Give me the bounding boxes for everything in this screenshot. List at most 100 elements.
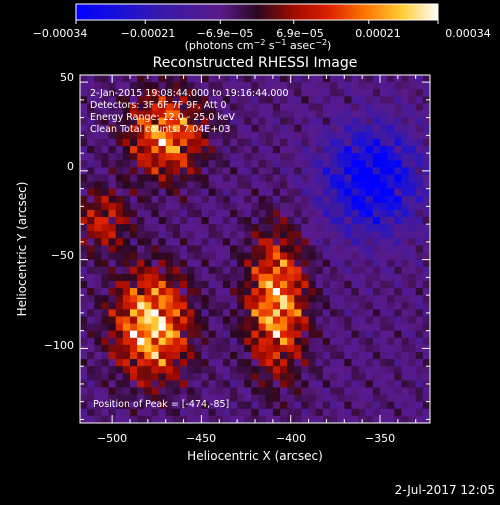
heatmap-cell [230, 131, 238, 140]
heatmap-cell [230, 380, 238, 389]
heatmap-cell [151, 82, 160, 90]
heatmap-cell [358, 373, 367, 381]
heatmap-cell [101, 202, 110, 211]
heatmap-cell [387, 75, 395, 83]
heatmap-cell [358, 167, 367, 176]
heatmap-cell [87, 302, 95, 310]
heatmap-cell [365, 330, 374, 339]
heatmap-cell [344, 387, 353, 396]
heatmap-cell [308, 217, 317, 225]
heatmap-cell [101, 110, 110, 119]
heatmap-cell [101, 131, 110, 140]
heatmap-cell [258, 217, 267, 225]
heatmap-cell [165, 89, 174, 97]
heatmap-cell [287, 351, 295, 360]
heatmap-cell [87, 188, 95, 197]
heatmap-cell [330, 217, 338, 225]
heatmap-cell [137, 415, 145, 423]
heatmap-cell [230, 146, 238, 154]
heatmap-cell [187, 344, 195, 353]
heatmap-cell [387, 174, 395, 183]
heatmap-cell [172, 188, 181, 197]
heatmap-cell [272, 89, 281, 97]
heatmap-cell [94, 351, 103, 360]
heatmap-cell [87, 153, 95, 161]
heatmap-cell [351, 75, 360, 83]
heatmap-cell [172, 295, 181, 303]
heatmap-cell [87, 82, 95, 90]
heatmap-cell [101, 302, 110, 310]
heatmap-cell [408, 387, 417, 396]
heatmap-cell [187, 351, 195, 360]
heatmap-cell [222, 202, 231, 211]
heatmap-cell [394, 280, 403, 289]
heatmap-cell [244, 359, 253, 367]
heatmap-cell [337, 89, 345, 97]
heatmap-cell [87, 146, 95, 154]
heatmap-cell [372, 160, 381, 168]
heatmap-cell [380, 330, 388, 339]
heatmap-cell [280, 124, 288, 133]
heatmap-cell [358, 153, 367, 161]
heatmap-cell [151, 309, 160, 318]
heatmap-cell [422, 359, 430, 367]
heatmap-cell [208, 380, 217, 389]
heatmap-cell [215, 245, 224, 254]
heatmap-cell [108, 124, 117, 133]
heatmap-cell [151, 359, 160, 367]
heatmap-cell [415, 394, 424, 403]
heatmap-cell [358, 110, 367, 119]
heatmap-cell [308, 415, 317, 423]
heatmap-cell [408, 330, 417, 339]
heatmap-cell [244, 202, 253, 211]
heatmap-cell [94, 252, 103, 261]
heatmap-cell [187, 124, 195, 133]
heatmap-cell [101, 238, 110, 247]
heatmap-cell [287, 103, 295, 112]
heatmap-cell [101, 323, 110, 332]
heatmap-cell [272, 330, 281, 339]
heatmap-cell [287, 387, 295, 396]
heatmap-cell [180, 366, 188, 374]
heatmap-cell [287, 245, 295, 254]
heatmap-cell [280, 415, 288, 423]
heatmap-cell [208, 131, 217, 140]
heatmap-cell [187, 252, 195, 261]
heatmap-cell [322, 380, 331, 389]
heatmap-cell [151, 153, 160, 161]
heatmap-cell [351, 337, 360, 346]
heatmap-cell [287, 359, 295, 367]
heatmap-cell [94, 295, 103, 303]
heatmap-cell [208, 394, 217, 403]
heatmap-cell [237, 337, 245, 346]
heatmap-cell [415, 351, 424, 360]
heatmap-cell [194, 316, 203, 325]
heatmap-cell [237, 217, 245, 225]
heatmap-cell [172, 280, 181, 289]
heatmap-cell [122, 401, 131, 410]
heatmap-cell [244, 415, 253, 423]
heatmap-cell [151, 394, 160, 403]
heatmap-cell [280, 82, 288, 90]
heatmap-cell [372, 351, 381, 360]
heatmap-cell [222, 280, 231, 289]
heatmap-cell [330, 302, 338, 310]
heatmap-cell [222, 295, 231, 303]
heatmap-cell [180, 224, 188, 232]
heatmap-cell [422, 245, 430, 254]
heatmap-cell [208, 153, 217, 161]
heatmap-cell [172, 330, 181, 339]
heatmap-cell [408, 202, 417, 211]
heatmap-cell [272, 231, 281, 239]
heatmap-cell [415, 280, 424, 289]
heatmap-cell [87, 124, 95, 133]
heatmap-cell [244, 110, 253, 119]
heatmap-cell [358, 330, 367, 339]
heatmap-cell [215, 280, 224, 289]
heatmap-cell [201, 117, 210, 126]
heatmap-cell [344, 110, 353, 119]
heatmap-cell [315, 387, 324, 396]
heatmap-cell [408, 138, 417, 147]
heatmap-cell [308, 273, 317, 282]
heatmap-cell [180, 309, 188, 318]
